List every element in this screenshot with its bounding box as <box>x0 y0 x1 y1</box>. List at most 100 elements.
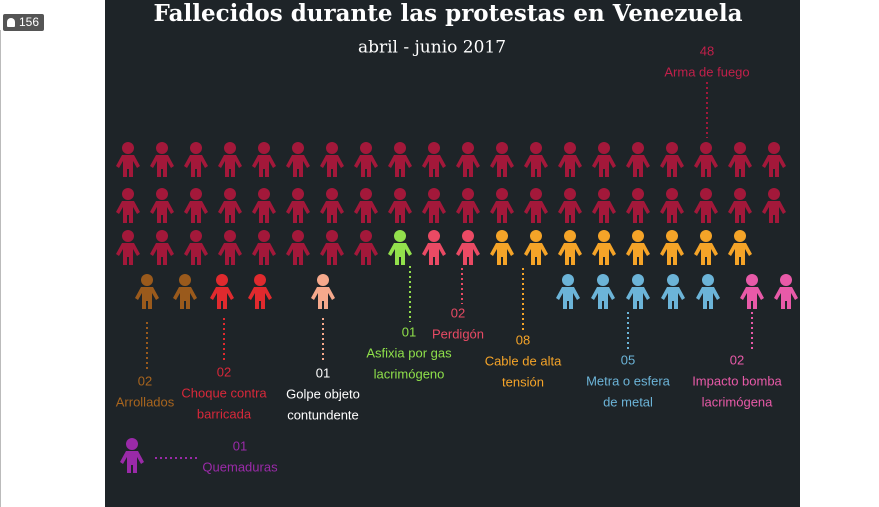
person-icon <box>592 142 616 177</box>
icon-head <box>141 274 153 286</box>
icon-body <box>422 243 446 265</box>
icon-body <box>311 287 335 309</box>
icon-body <box>184 201 208 223</box>
person-icon <box>456 188 480 223</box>
icon-body <box>252 155 276 177</box>
icon-head <box>224 142 236 154</box>
icon-body <box>728 201 752 223</box>
person-icon <box>150 142 174 177</box>
person-icon <box>422 188 446 223</box>
viewer-badge[interactable]: 156 <box>3 14 45 31</box>
icon-head <box>258 188 270 200</box>
icon-body <box>354 155 378 177</box>
icon-body <box>422 201 446 223</box>
icon-head <box>428 230 440 242</box>
icon-head <box>190 230 202 242</box>
icon-head <box>768 188 780 200</box>
person-icon <box>558 230 582 265</box>
icon-head <box>530 142 542 154</box>
person-icon <box>626 230 650 265</box>
icon-head <box>632 230 644 242</box>
icon-head <box>598 230 610 242</box>
icon-body <box>252 243 276 265</box>
person-icon <box>728 230 752 265</box>
icon-head <box>156 188 168 200</box>
icon-head <box>734 188 746 200</box>
icon-head <box>564 188 576 200</box>
person-icon <box>490 142 514 177</box>
person-icon <box>116 188 140 223</box>
person-icon <box>218 188 242 223</box>
person-icon <box>660 230 684 265</box>
icon-body <box>592 243 616 265</box>
icon-head <box>292 142 304 154</box>
title: Fallecidos durante las protestas en Vene… <box>154 0 743 27</box>
cause-label: Quemaduras <box>202 459 278 474</box>
icon-head <box>530 230 542 242</box>
icon-head <box>317 274 329 286</box>
icon-head <box>394 142 406 154</box>
person-icon <box>592 188 616 223</box>
count-label: 01 <box>316 365 330 380</box>
person-icon <box>591 274 615 309</box>
icon-head <box>496 188 508 200</box>
person-icon <box>456 230 480 265</box>
icon-body <box>456 243 480 265</box>
icon-head <box>666 142 678 154</box>
icon-body <box>626 287 650 309</box>
icon-body <box>320 155 344 177</box>
person-icon <box>388 188 412 223</box>
icon-body <box>694 201 718 223</box>
person-icon <box>774 274 798 309</box>
count-label: 01 <box>233 438 247 453</box>
icon-head <box>360 230 372 242</box>
icon-body <box>422 155 446 177</box>
icon-body <box>218 243 242 265</box>
icon-head <box>462 230 474 242</box>
icon-body <box>524 201 548 223</box>
icon-head <box>122 142 134 154</box>
person-icon <box>694 188 718 223</box>
icon-head <box>428 142 440 154</box>
cause-label: lacrimógena <box>702 394 774 409</box>
person-icon <box>184 188 208 223</box>
person-icon <box>558 188 582 223</box>
icon-head <box>126 438 138 450</box>
person-icon <box>558 142 582 177</box>
icon-head <box>179 274 191 286</box>
icon-head <box>326 188 338 200</box>
icon-head <box>428 188 440 200</box>
person-icon <box>456 142 480 177</box>
person-icon <box>286 142 310 177</box>
icon-head <box>632 188 644 200</box>
icon-body <box>120 451 144 473</box>
icon-body <box>286 243 310 265</box>
icon-head <box>292 230 304 242</box>
icon-head <box>597 274 609 286</box>
icon-body <box>592 201 616 223</box>
person-icon <box>728 188 752 223</box>
icon-body <box>388 201 412 223</box>
icon-head <box>326 230 338 242</box>
icon-head <box>632 142 644 154</box>
icon-head <box>156 230 168 242</box>
count-label: 02 <box>730 352 744 367</box>
person-icon <box>252 188 276 223</box>
cause-label: Arma de fuego <box>664 64 749 79</box>
cause-label: Golpe objeto <box>286 386 360 401</box>
person-icon <box>135 274 159 309</box>
person-icon <box>320 142 344 177</box>
person-icon <box>422 230 446 265</box>
cause-label: lacrimógeno <box>374 366 445 381</box>
person-icon <box>388 142 412 177</box>
person-icon <box>210 274 234 309</box>
icon-head <box>326 142 338 154</box>
icon-body <box>728 243 752 265</box>
person-icon <box>286 230 310 265</box>
person-icon <box>762 142 786 177</box>
cause-label: Arrollados <box>116 394 175 409</box>
count-label: 05 <box>621 352 635 367</box>
icon-head <box>564 230 576 242</box>
icon-body <box>626 201 650 223</box>
